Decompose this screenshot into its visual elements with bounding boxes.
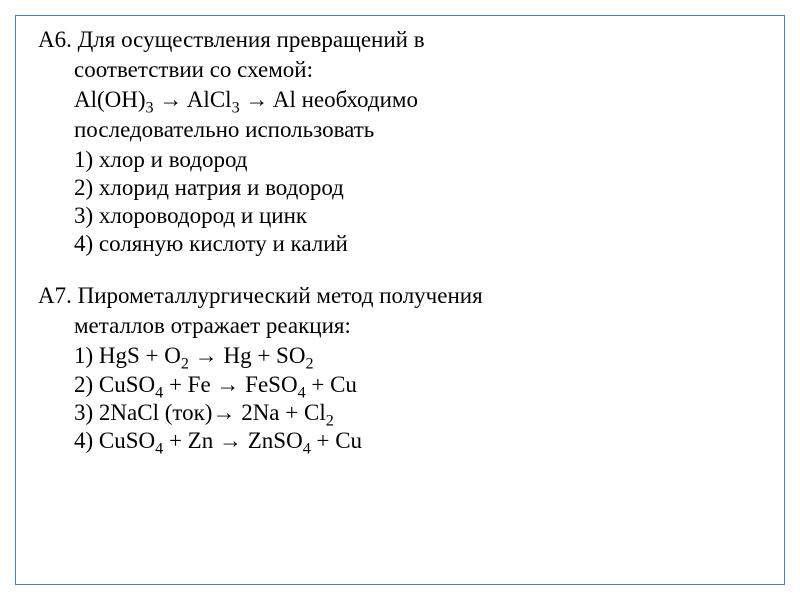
question-a6: А6. Для осуществления превращений в соот… bbox=[38, 26, 768, 258]
q6-formula-part1: Al(OH) bbox=[74, 87, 146, 112]
q7-r1-b: → Hg + SO bbox=[189, 343, 305, 368]
question-a7: А7. Пирометаллургический метод получения… bbox=[38, 282, 768, 454]
q7-option-2: 2) CuSO4 + Fe → FeSO4 + Cu bbox=[74, 371, 768, 399]
q6-formula-sub2: 3 bbox=[232, 100, 240, 117]
q6-options: 1) хлор и водород 2) хлорид натрия и вод… bbox=[38, 146, 768, 258]
q6-prompt-line1: А6. Для осуществления превращений в bbox=[38, 26, 768, 54]
q7-r4-s2: 4 bbox=[303, 440, 311, 457]
q7-r4-b: + Zn → ZnSO bbox=[163, 428, 302, 453]
q6-prompt-line3: последовательно использовать bbox=[38, 116, 768, 144]
q7-r2-b: + Fe → FeSO bbox=[163, 372, 297, 397]
q6-formula-part3: → Al необходимо bbox=[240, 87, 418, 112]
spacer bbox=[38, 264, 768, 282]
q7-prompt-line2: металлов отражает реакция: bbox=[38, 312, 768, 340]
q6-formula-sub1: 3 bbox=[146, 100, 154, 117]
q7-r2-c: + Cu bbox=[306, 372, 357, 397]
q6-prompt-line2: соответствии со схемой: bbox=[38, 56, 768, 84]
q6-option-2: 2) хлорид натрия и водород bbox=[74, 174, 768, 202]
q6-option-4: 4) соляную кислоту и калий bbox=[74, 230, 768, 258]
q7-r4-a: 4) CuSO bbox=[74, 428, 155, 453]
q7-option-3: 3) 2NaCl (ток)→ 2Na + Cl2 bbox=[74, 399, 768, 427]
q7-options: 1) HgS + O2 → Hg + SO2 2) CuSO4 + Fe → F… bbox=[38, 342, 768, 454]
q7-r4-s1: 4 bbox=[155, 440, 163, 457]
q7-r4-c: + Cu bbox=[311, 428, 362, 453]
q7-r2-a: 2) CuSO bbox=[74, 372, 155, 397]
q7-option-4: 4) CuSO4 + Zn → ZnSO4 + Cu bbox=[74, 427, 768, 455]
q6-option-3: 3) хлороводород и цинк bbox=[74, 202, 768, 230]
q6-formula: Al(OH)3 → AlCl3 → Al необходимо bbox=[38, 86, 768, 114]
q7-r3-a: 3) 2NaCl (ток)→ 2Na + Cl bbox=[74, 400, 326, 425]
q7-r1-a: 1) HgS + O bbox=[74, 343, 181, 368]
slide-card: А6. Для осуществления превращений в соот… bbox=[15, 15, 785, 585]
q7-option-1: 1) HgS + O2 → Hg + SO2 bbox=[74, 342, 768, 370]
q6-option-1: 1) хлор и водород bbox=[74, 146, 768, 174]
q7-prompt-line1: А7. Пирометаллургический метод получения bbox=[38, 282, 768, 310]
q6-formula-part2: → AlCl bbox=[154, 87, 232, 112]
